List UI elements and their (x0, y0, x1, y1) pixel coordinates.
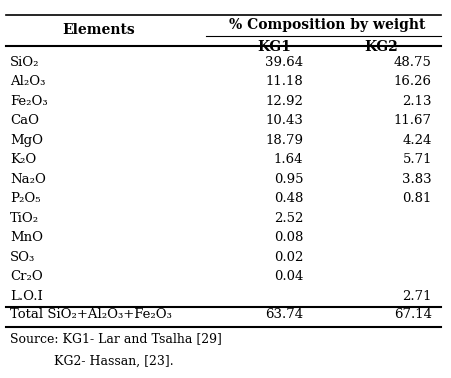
Text: 2.71: 2.71 (401, 290, 431, 303)
Text: CaO: CaO (10, 114, 39, 127)
Text: 0.02: 0.02 (273, 251, 303, 264)
Text: KG2: KG2 (363, 40, 397, 54)
Text: 67.14: 67.14 (393, 308, 431, 321)
Text: 48.75: 48.75 (393, 56, 431, 69)
Text: Al₂O₃: Al₂O₃ (10, 75, 46, 88)
Text: MgO: MgO (10, 134, 43, 147)
Text: 3.83: 3.83 (401, 173, 431, 186)
Text: 11.18: 11.18 (265, 75, 303, 88)
Text: MnO: MnO (10, 231, 43, 245)
Text: 2.52: 2.52 (273, 212, 303, 225)
Text: P₂O₅: P₂O₅ (10, 192, 41, 205)
Text: 0.04: 0.04 (273, 270, 303, 284)
Text: Fe₂O₃: Fe₂O₃ (10, 95, 48, 108)
Text: KG1: KG1 (257, 40, 290, 54)
Text: 5.71: 5.71 (401, 153, 431, 166)
Text: SiO₂: SiO₂ (10, 56, 40, 69)
Text: L.O.I: L.O.I (10, 290, 43, 303)
Text: Na₂O: Na₂O (10, 173, 46, 186)
Text: 11.67: 11.67 (393, 114, 431, 127)
Text: Source: KG1- Lar and Tsalha [29]: Source: KG1- Lar and Tsalha [29] (10, 333, 221, 345)
Text: 16.26: 16.26 (393, 75, 431, 88)
Text: KG2- Hassan, [23].: KG2- Hassan, [23]. (10, 355, 174, 368)
Text: 10.43: 10.43 (265, 114, 303, 127)
Text: 63.74: 63.74 (264, 308, 303, 321)
Text: 39.64: 39.64 (264, 56, 303, 69)
Text: 18.79: 18.79 (265, 134, 303, 147)
Text: 0.95: 0.95 (273, 173, 303, 186)
Text: 12.92: 12.92 (265, 95, 303, 108)
Text: 0.48: 0.48 (273, 192, 303, 205)
Text: 0.08: 0.08 (273, 231, 303, 245)
Text: Total SiO₂+Al₂O₃+Fe₂O₃: Total SiO₂+Al₂O₃+Fe₂O₃ (10, 308, 172, 321)
Text: 0.81: 0.81 (402, 192, 431, 205)
Text: 4.24: 4.24 (402, 134, 431, 147)
Text: 1.64: 1.64 (273, 153, 303, 166)
Text: % Composition by weight: % Composition by weight (229, 18, 425, 32)
Text: 2.13: 2.13 (401, 95, 431, 108)
Text: Cr₂O: Cr₂O (10, 270, 43, 284)
Text: K₂O: K₂O (10, 153, 37, 166)
Text: TiO₂: TiO₂ (10, 212, 39, 225)
Text: SO₃: SO₃ (10, 251, 36, 264)
Text: Elements: Elements (63, 23, 135, 37)
